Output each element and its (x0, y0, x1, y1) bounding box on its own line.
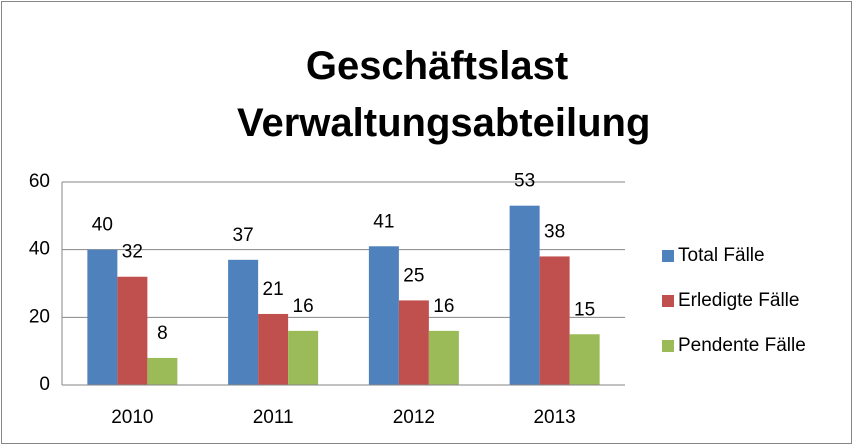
legend-swatch (662, 340, 674, 352)
data-label: 16 (433, 296, 454, 317)
bar (428, 330, 459, 385)
y-tick-label: 60 (29, 171, 50, 192)
bar (569, 334, 600, 385)
bar (509, 205, 540, 385)
data-label: 21 (263, 279, 284, 300)
data-label: 25 (403, 265, 424, 286)
y-tick-label: 0 (39, 374, 50, 395)
y-tick-label: 20 (29, 306, 50, 327)
legend-swatch (662, 250, 674, 262)
legend-label: Erledigte Fälle (678, 290, 799, 311)
y-tick-label: 40 (29, 239, 50, 260)
bar (228, 259, 259, 385)
bar (539, 256, 570, 385)
data-label: 8 (157, 323, 168, 344)
bar (368, 246, 399, 385)
data-label: 32 (122, 242, 143, 263)
chart-title: Geschäftslast Verwaltungsabteilung (237, 44, 651, 145)
x-tick-label: 2010 (111, 407, 153, 428)
data-label: 53 (514, 171, 535, 192)
bar (258, 313, 289, 385)
bar (288, 330, 319, 385)
data-label: 40 (92, 215, 113, 236)
data-label: 16 (293, 296, 314, 317)
x-tick-label: 2013 (533, 407, 575, 428)
bar (398, 300, 429, 385)
legend-swatch (662, 295, 674, 307)
data-label: 15 (574, 299, 595, 320)
data-label: 41 (373, 211, 394, 232)
bar (117, 276, 148, 385)
x-tick-label: 2011 (253, 407, 294, 428)
data-label: 37 (233, 225, 254, 246)
bar (87, 249, 118, 385)
legend-label: Total Fälle (678, 245, 765, 266)
data-label: 38 (544, 221, 565, 242)
legend-label: Pendente Fälle (678, 335, 806, 356)
bar (147, 357, 178, 385)
x-tick-label: 2012 (393, 407, 435, 428)
